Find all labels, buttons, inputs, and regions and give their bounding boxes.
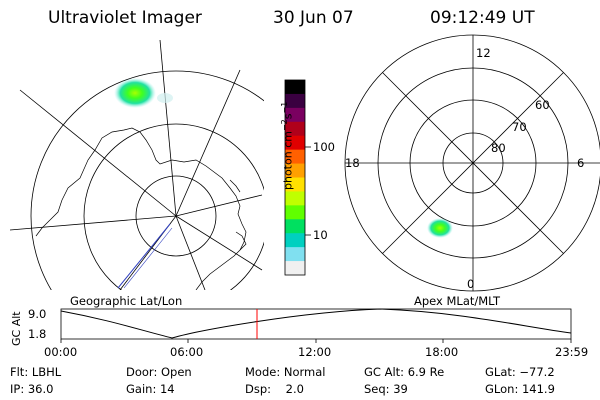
status-gc-alt: GC Alt: 6.9 Re xyxy=(364,365,445,379)
polar-auroral-emission xyxy=(427,218,453,238)
altitude-curve xyxy=(60,308,572,339)
x-tick-label: 06:00 xyxy=(170,345,204,359)
antarctica-coastline xyxy=(61,127,247,290)
colorbar xyxy=(285,80,305,276)
colorbar-band xyxy=(285,93,305,109)
x-tick-label: 23:59 xyxy=(555,345,589,359)
time-label: 09:12:49 UT xyxy=(430,8,535,28)
satellite-track xyxy=(117,223,171,289)
mlat-label-70: 70 xyxy=(512,120,527,134)
status-glon: GLon: 141.9 xyxy=(485,382,555,396)
status-filter: Flt: LBHL xyxy=(10,365,62,379)
geo-auroral-emission xyxy=(114,78,156,108)
status-door: Door: Open xyxy=(126,365,192,379)
colorbar-band xyxy=(285,177,305,192)
altitude-ytick-9: 9.0 xyxy=(28,307,47,321)
geographic-map xyxy=(9,39,264,290)
colorbar-band xyxy=(285,121,305,137)
geo-faint-emission xyxy=(157,93,173,103)
colorbar-band xyxy=(285,219,305,234)
colorbar-band xyxy=(285,149,305,165)
colorbar-band xyxy=(285,233,305,248)
instrument-title: Ultraviolet Imager xyxy=(48,8,202,28)
colorbar-band xyxy=(285,163,305,178)
geo-meridian xyxy=(175,215,263,271)
geo-lat-circle-mid xyxy=(83,123,264,290)
mlt-label-0: 0 xyxy=(467,277,475,291)
altitude-plot xyxy=(60,308,572,343)
mlt-label-12: 12 xyxy=(476,46,491,60)
colorbar-band xyxy=(285,135,305,151)
colorbar-frame xyxy=(284,79,306,276)
geo-map-label: Geographic Lat/Lon xyxy=(70,294,183,308)
mlt-label-18: 18 xyxy=(345,156,360,170)
altitude-ylabel: GC Alt xyxy=(10,311,23,346)
status-seq: Seq: 39 xyxy=(364,382,408,396)
geo-meridian xyxy=(19,89,177,217)
altitude-ytick-1: 1.8 xyxy=(28,327,47,341)
status-glat: GLat: −77.2 xyxy=(485,365,555,379)
polar-map xyxy=(344,34,600,292)
status-ip: IP: 36.0 xyxy=(10,382,54,396)
colorbar-tick-label-100: 100 xyxy=(313,140,335,154)
mlat-label-60: 60 xyxy=(535,98,550,112)
polar-map-label: Apex MLat/MLT xyxy=(414,294,501,308)
x-tick-label: 18:00 xyxy=(425,345,459,359)
geo-lat-circle-outer xyxy=(30,70,264,290)
colorbar-band xyxy=(285,80,305,95)
polar-diagonal xyxy=(382,72,564,254)
colorbar-band xyxy=(285,205,305,220)
colorbar-tick-label-10: 10 xyxy=(313,228,328,242)
x-tick-label: 12:00 xyxy=(298,345,332,359)
mlat-label-80: 80 xyxy=(491,141,506,155)
geo-meridian xyxy=(9,215,177,231)
geo-lat-circle-inner xyxy=(135,175,217,257)
geo-meridian xyxy=(175,69,241,217)
geo-meridian xyxy=(175,194,263,217)
coast-detail xyxy=(229,179,247,251)
status-dsp: Dsp: 2.0 xyxy=(245,382,304,396)
colorbar-band xyxy=(285,191,305,206)
colorbar-band xyxy=(285,261,305,276)
colorbar-band xyxy=(285,107,305,123)
date-label: 30 Jun 07 xyxy=(273,8,354,28)
x-tick-label: 00:00 xyxy=(44,345,78,359)
antarctica-peninsula xyxy=(35,199,63,237)
status-mode: Mode: Normal xyxy=(245,365,326,379)
colorbar-unit-label: photon cm−2s−1 xyxy=(280,101,295,190)
status-gain: Gain: 14 xyxy=(126,382,175,396)
satellite-track-2 xyxy=(123,227,173,289)
geo-meridian xyxy=(159,39,177,217)
geo-meridian xyxy=(175,215,206,290)
mlt-label-6: 6 xyxy=(577,156,585,170)
colorbar-band xyxy=(285,247,305,262)
